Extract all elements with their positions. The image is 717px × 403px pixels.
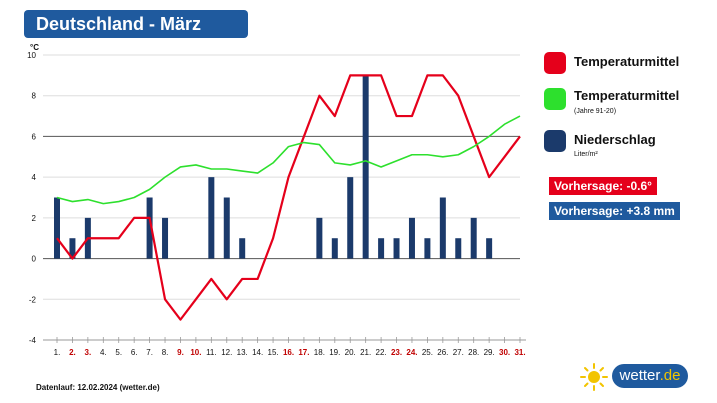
precipitation-bar [393, 238, 400, 259]
x-tick-label: 12. [221, 348, 232, 357]
climate-temperature-line [56, 115, 521, 205]
x-tick-label: 4. [100, 348, 107, 357]
precipitation-bar [408, 217, 415, 259]
y-tick-label: 8 [32, 92, 37, 101]
precipitation-bar [378, 238, 385, 259]
x-tick-label: 22. [376, 348, 387, 357]
x-tick-label: 1. [54, 348, 61, 357]
legend-swatch-precipitation [544, 130, 566, 152]
y-tick-label: 10 [27, 51, 36, 60]
x-tick-label: 18. [314, 348, 325, 357]
x-tick-label: 24. [406, 348, 417, 357]
precipitation-bar [69, 238, 76, 259]
x-tick-label: 19. [329, 348, 340, 357]
precipitation-bar [146, 197, 153, 259]
y-tick-labels: -4 -2 0 2 4 6 8 10 [27, 51, 36, 345]
x-axis: 1. 2. 3. 4. 5. 6. 7. 8. 9. 10. 11. 12. 13. 14. 15. 16. 1… [43, 337, 526, 357]
temperature-line [56, 74, 521, 321]
y-tick-label: -2 [29, 295, 37, 304]
x-tick-label: 31. [514, 348, 525, 357]
x-tick-label: 15. [268, 348, 279, 357]
precipitation-bar [362, 75, 369, 259]
x-tick-label: 28. [468, 348, 479, 357]
y-axis-unit: °C [30, 43, 39, 52]
precipitation-bars [54, 75, 493, 259]
x-tick-label: 25. [422, 348, 433, 357]
data-run-footer: Datenlauf: 12.02.2024 (wetter.de) [36, 383, 160, 392]
x-tick-label: 11. [206, 348, 217, 357]
legend-sub-precipitation: Liter/m² [574, 151, 598, 158]
x-tick-label: 27. [453, 348, 464, 357]
legend-label-precipitation: Niederschlag [574, 132, 656, 147]
temperature-lines [56, 74, 521, 321]
legend-sub-climate: (Jahre 91-20) [574, 108, 617, 115]
precipitation-bar [347, 177, 354, 259]
y-tick-label: -4 [29, 336, 37, 345]
legend-swatch-climate [544, 88, 566, 110]
x-tick-label: 26. [437, 348, 448, 357]
x-tick-label: 13. [237, 348, 248, 357]
x-tick-label: 10. [190, 348, 201, 357]
precipitation-bar [424, 238, 431, 259]
legend-swatch-temperature [544, 52, 566, 74]
precipitation-bar [239, 238, 246, 259]
y-tick-label: 2 [32, 214, 37, 223]
wetter-logo: wetter.de [612, 364, 688, 388]
sun-icon [580, 363, 608, 391]
x-tick-label: 3. [85, 348, 92, 357]
x-tick-label: 8. [162, 348, 169, 357]
x-tick-label: 16. [283, 348, 294, 357]
x-tick-label: 14. [252, 348, 263, 357]
y-tick-label: 0 [32, 255, 37, 264]
chart-title: Deutschland - März [24, 10, 248, 38]
precipitation-bar [54, 197, 60, 259]
y-tick-label: 4 [32, 173, 37, 182]
y-tick-label: 6 [32, 132, 37, 141]
x-tick-label: 6. [131, 348, 138, 357]
precipitation-bar [208, 177, 215, 259]
precipitation-bar [223, 197, 230, 259]
legend-label-climate: Temperaturmittel [574, 88, 680, 103]
forecast-temperature-badge: Vorhersage: -0.6° [549, 177, 657, 195]
forecast-precipitation-badge: Vorhersage: +3.8 mm [549, 202, 680, 220]
x-tick-label: 17. [298, 348, 309, 357]
x-tick-label: 2. [69, 348, 76, 357]
precipitation-bar [439, 197, 446, 259]
precipitation-bar [331, 238, 338, 259]
x-tick-label: 30. [499, 348, 510, 357]
x-tick-label: 21. [360, 348, 371, 357]
x-tick-label: 20. [345, 348, 356, 357]
precipitation-bar [470, 217, 477, 259]
x-tick-label: 29. [484, 348, 495, 357]
precipitation-bar [162, 217, 169, 259]
precipitation-bar [316, 217, 323, 259]
precipitation-bar [486, 238, 493, 259]
gridlines [43, 54, 520, 341]
x-tick-label: 9. [177, 348, 184, 357]
x-tick-label: 23. [391, 348, 402, 357]
x-tick-label: 7. [146, 348, 153, 357]
precipitation-bar [455, 238, 462, 259]
x-tick-label: 5. [115, 348, 122, 357]
legend-label-temperature: Temperaturmittel [574, 54, 680, 69]
